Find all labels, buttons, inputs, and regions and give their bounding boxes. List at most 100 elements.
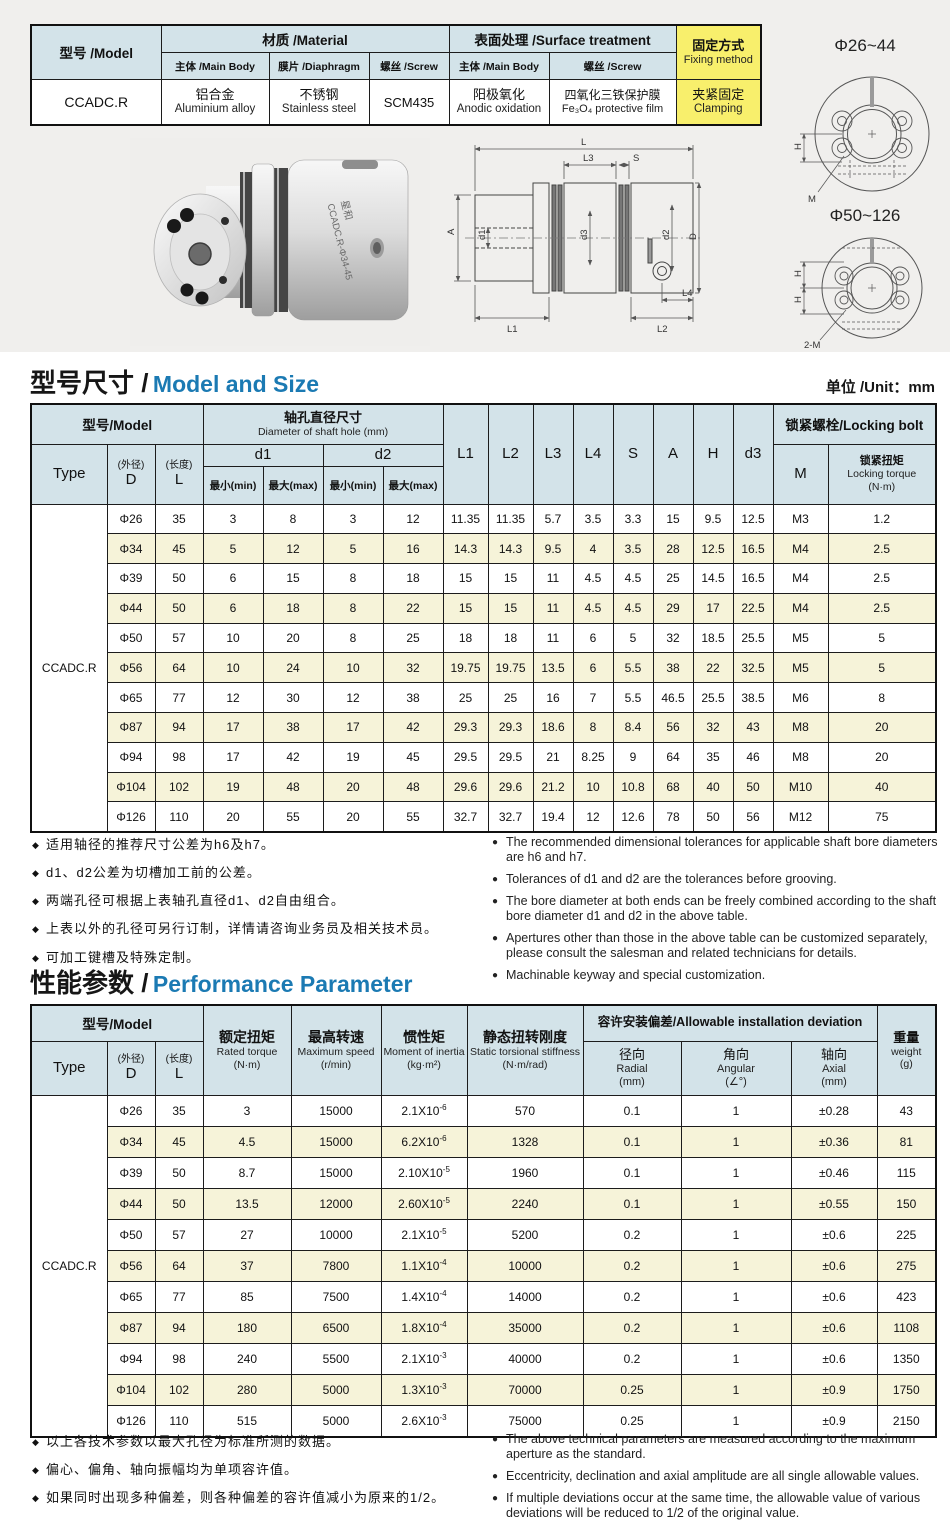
note-item: ◆ 以上各技术参数以最大孔径为标准所测的数据。 xyxy=(32,1432,482,1452)
dim-label-d2: d2 xyxy=(661,229,672,240)
note-text: The recommended dimensional tolerances f… xyxy=(506,835,938,864)
type-cell: CCADC.R xyxy=(30,503,108,833)
table-cell: 43 xyxy=(876,1094,937,1127)
table-cell: 7500 xyxy=(290,1280,382,1313)
table-cell: 225 xyxy=(876,1218,937,1251)
table-cell: 110 xyxy=(154,801,204,833)
table-cell: 25.5 xyxy=(692,682,734,714)
table-cell: 5 xyxy=(827,652,937,684)
note-text: The above technical parameters are measu… xyxy=(506,1432,916,1461)
table-row: Φ34 45 4.5 15000 6.2X10-6 1328 0.1 1 ±0.36 81 xyxy=(31,1125,937,1158)
table-cell: 50 xyxy=(154,1187,204,1220)
note-text: The bore diameter at both ends can be fr… xyxy=(506,894,937,923)
note-item: ◆ 两端孔径可根据上表轴孔直径d1、d2自由组合。 xyxy=(32,891,482,911)
col-header-rated-torque: 额定扭矩 Rated torque (N·m) xyxy=(202,1004,292,1096)
table-cell: 8.4 xyxy=(612,712,654,743)
col-header-material: 材质 /Material xyxy=(160,24,450,53)
fixing-value: 夹紧固定 Clamping xyxy=(675,79,762,126)
col-header-radial: 径向 Radial (mm) xyxy=(582,1040,682,1096)
table-cell: 50 xyxy=(732,771,774,803)
table-cell: 68 xyxy=(652,771,694,803)
table-cell: M8 xyxy=(772,712,829,743)
table-cell: M10 xyxy=(772,771,829,803)
col-header-model: 型号/Model xyxy=(30,1004,204,1042)
table-cell: M5 xyxy=(772,652,829,684)
table-cell: 4 xyxy=(572,533,614,565)
table-cell: 2240 xyxy=(466,1187,584,1220)
table-row: Φ126 110 515 5000 2.6X10-3 75000 0.25 1 ±0.9 2150 xyxy=(31,1404,937,1437)
table-cell: 1 xyxy=(680,1311,792,1344)
table-cell: 15000 xyxy=(290,1156,382,1189)
col-header-M: M xyxy=(772,443,829,505)
table-cell: 0.2 xyxy=(582,1311,682,1344)
bullet-icon: ◆ xyxy=(32,952,40,963)
table-cell: M3 xyxy=(772,503,829,535)
table-cell: 8 xyxy=(572,712,614,743)
col-header-d2-max: 最大(max) xyxy=(382,465,444,505)
note-item: ● The above technical parameters are meas… xyxy=(492,1432,940,1462)
table-row: Φ34 45 5 12 5 16 14.3 14.3 9.5 4 3.5 28 12.5 16.5 M4 2.… xyxy=(31,533,937,565)
table-cell: 20 xyxy=(322,801,384,833)
col-header-d2-min: 最小(min) xyxy=(322,465,384,505)
table-cell: 50 xyxy=(154,1156,204,1189)
type-cell: CCADC.R xyxy=(30,1094,108,1437)
note-text: 以上各技术参数以最大孔径为标准所测的数据。 xyxy=(46,1434,341,1449)
note-text: If multiple deviations occur at the same… xyxy=(506,1491,921,1520)
table-cell: 1 xyxy=(680,1187,792,1220)
table-cell: 43 xyxy=(732,712,774,743)
table-cell: 15000 xyxy=(290,1125,382,1158)
table-cell: 280 xyxy=(202,1373,292,1406)
table-cell: 19 xyxy=(322,741,384,773)
table-cell: 102 xyxy=(154,771,204,803)
table-cell: 45 xyxy=(382,741,444,773)
table-cell: 1 xyxy=(680,1218,792,1251)
table-cell: 64 xyxy=(154,652,204,684)
dim-label-L2: L2 xyxy=(657,324,668,335)
table-cell: 6500 xyxy=(290,1311,382,1344)
table-cell: 0.25 xyxy=(582,1373,682,1406)
table-cell: 55 xyxy=(382,801,444,833)
bullet-icon: ● xyxy=(492,896,499,907)
table-cell: Φ87 xyxy=(106,1311,156,1344)
table-cell: 30 xyxy=(262,682,324,714)
table-cell: 17 xyxy=(202,741,264,773)
dim-label-L: L xyxy=(581,137,586,148)
size-notes-zh: ◆ 适用轴径的推荐尺寸公差为h6及h7。 ◆ d1、d2公差为切槽加工前的公差。 ◆ 两端… xyxy=(32,835,482,976)
size-header-row-1: 型号/Model 轴孔直径尺寸 Diameter of shaft hole (… xyxy=(30,403,937,505)
table-cell: 10000 xyxy=(466,1249,584,1282)
note-text: Machinable keyway and special customizat… xyxy=(506,968,766,982)
table-cell: 0.2 xyxy=(582,1249,682,1282)
table-cell: 35 xyxy=(154,1094,204,1127)
table-cell: 9.5 xyxy=(532,533,574,565)
table-cell: 32 xyxy=(692,712,734,743)
table-cell: 18 xyxy=(442,622,489,654)
table-cell: 37 xyxy=(202,1249,292,1282)
table-cell: 11.35 xyxy=(487,503,534,535)
col-header-outer-diameter: (外径) D xyxy=(106,1040,156,1096)
perf-notes-en: ● The above technical parameters are meas… xyxy=(492,1432,940,1528)
col-header-model: 型号/Model xyxy=(30,403,204,445)
col-header-model: 型号 /Model xyxy=(30,24,162,80)
size-title-zh: 型号尺寸 / xyxy=(30,368,149,398)
note-text: Eccentricity, declination and axial ampl… xyxy=(506,1469,920,1483)
bolt-label-M: M xyxy=(808,194,816,205)
table-cell: 5500 xyxy=(290,1342,382,1375)
bullet-icon: ◆ xyxy=(32,1437,40,1447)
table-cell: 1350 xyxy=(876,1342,937,1375)
table-cell: 20 xyxy=(202,801,264,833)
table-row: Φ50 57 27 10000 2.1X10-5 5200 0.2 1 ±0.6 225 xyxy=(31,1218,937,1251)
dim-label-L4: L4 xyxy=(682,288,693,299)
bullet-icon: ● xyxy=(492,874,499,885)
table-row: Φ44 50 13.5 12000 2.60X10-5 2240 0.1 1 ±0.55 150 xyxy=(31,1187,937,1220)
table-cell: 29.3 xyxy=(442,712,489,743)
table-cell: 5 xyxy=(322,533,384,565)
note-text: 适用轴径的推荐尺寸公差为h6及h7。 xyxy=(46,837,275,852)
table-cell: 25 xyxy=(442,682,489,714)
size-notes-en: ● The recommended dimensional tolerances … xyxy=(492,835,940,990)
table-cell: 22 xyxy=(692,652,734,684)
perf-title-en: Performance Parameter xyxy=(152,971,413,997)
diaphragm-value: 不锈钢 Stainless steel xyxy=(268,79,370,126)
table-cell: 10 xyxy=(322,652,384,684)
table-cell: 55 xyxy=(262,801,324,833)
